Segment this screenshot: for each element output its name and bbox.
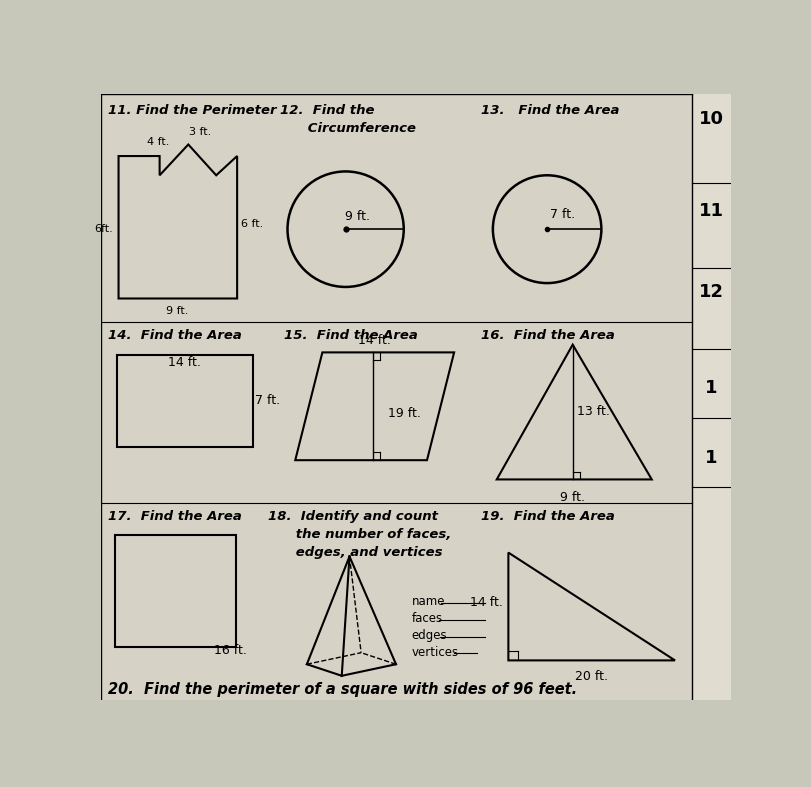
- Text: 13 ft.: 13 ft.: [576, 405, 609, 418]
- Text: 3 ft.: 3 ft.: [189, 127, 211, 137]
- Text: 14 ft.: 14 ft.: [358, 334, 390, 347]
- Text: 13.   Find the Area: 13. Find the Area: [481, 104, 619, 116]
- Bar: [115, 535, 235, 647]
- Text: 4 ft.: 4 ft.: [147, 137, 169, 147]
- Text: 18.  Identify and count
      the number of faces,
      edges, and vertices: 18. Identify and count the number of fac…: [268, 510, 451, 560]
- Text: 11. Find the Perimeter: 11. Find the Perimeter: [108, 104, 276, 116]
- Text: 7 ft.: 7 ft.: [255, 394, 280, 408]
- Text: name: name: [411, 595, 444, 608]
- Text: faces: faces: [411, 611, 442, 625]
- Text: 6ft.: 6ft.: [94, 224, 113, 235]
- Text: 1: 1: [704, 449, 717, 467]
- Text: 14.  Find the Area: 14. Find the Area: [108, 329, 242, 342]
- Text: 16.  Find the Area: 16. Find the Area: [481, 329, 615, 342]
- Text: 17.  Find the Area: 17. Find the Area: [108, 510, 242, 523]
- Text: 19 ft.: 19 ft.: [388, 408, 421, 420]
- Text: 12: 12: [698, 283, 723, 301]
- Text: 20 ft.: 20 ft.: [574, 671, 607, 683]
- Bar: [691, 94, 730, 700]
- Text: 9 ft.: 9 ft.: [166, 306, 188, 316]
- Text: 9 ft.: 9 ft.: [345, 210, 369, 223]
- Text: 6 ft.: 6 ft.: [241, 219, 263, 229]
- Text: 14 ft.: 14 ft.: [470, 596, 502, 609]
- Text: 9 ft.: 9 ft.: [560, 491, 585, 504]
- Text: 19.  Find the Area: 19. Find the Area: [481, 510, 615, 523]
- Text: 16 ft.: 16 ft.: [213, 644, 247, 657]
- Text: 15.  Find the Area: 15. Find the Area: [283, 329, 417, 342]
- Text: 1: 1: [704, 379, 717, 397]
- Text: 12.  Find the
      Circumference: 12. Find the Circumference: [280, 104, 415, 135]
- Text: vertices: vertices: [411, 646, 458, 659]
- Text: 14 ft.: 14 ft.: [168, 357, 200, 369]
- Text: 7 ft.: 7 ft.: [549, 209, 574, 221]
- Text: 11: 11: [698, 202, 723, 220]
- Text: 20.  Find the perimeter of a square with sides of 96 feet.: 20. Find the perimeter of a square with …: [108, 682, 576, 697]
- Bar: [117, 355, 252, 447]
- Text: 10: 10: [698, 110, 723, 127]
- Text: edges: edges: [411, 629, 447, 642]
